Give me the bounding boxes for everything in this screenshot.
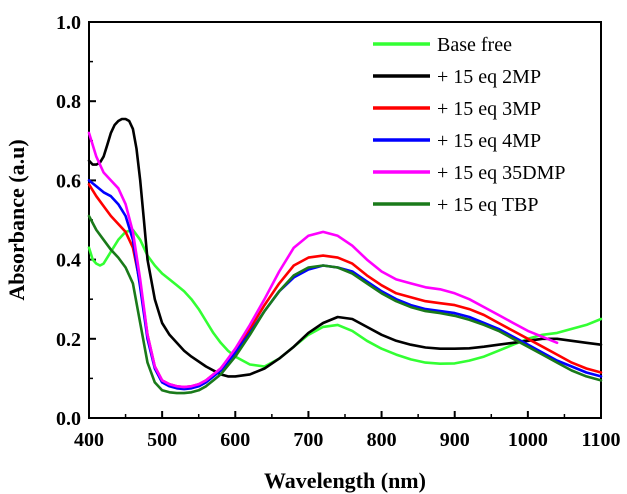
x-tick-label: 400 — [74, 429, 104, 451]
y-tick-label: 0.0 — [56, 408, 81, 430]
x-tick-label: 500 — [147, 429, 177, 451]
x-tick-label: 800 — [367, 429, 397, 451]
legend-label: + 15 eq 4MP — [437, 130, 541, 152]
series-line — [87, 214, 603, 395]
series-lines — [87, 117, 603, 395]
y-tick-label: 0.4 — [56, 250, 81, 272]
y-tick-label: 1.0 — [56, 12, 81, 34]
x-tick-label: 900 — [440, 429, 470, 451]
legend-label: + 15 eq 3MP — [437, 98, 541, 120]
y-tick-label: 0.6 — [56, 170, 81, 192]
x-axis-title: Wavelength (nm) — [264, 468, 426, 493]
legend-label: + 15 eq 2MP — [437, 66, 541, 88]
x-tick-label: 1100 — [582, 429, 621, 451]
x-tick-label: 600 — [220, 429, 250, 451]
series-line — [87, 131, 559, 389]
x-tick-label: 1000 — [508, 429, 548, 451]
y-tick-label: 0.8 — [56, 91, 81, 113]
y-tick-label: 0.2 — [56, 329, 81, 351]
legend-label: + 15 eq 35DMP — [437, 162, 566, 184]
x-tick-label: 700 — [293, 429, 323, 451]
legend-label: + 15 eq TBP — [437, 194, 538, 216]
legend: Base free + 15 eq 2MP + 15 eq 3MP + 15 eq 4… — [373, 34, 566, 216]
legend-label: Base free — [437, 34, 512, 56]
x-axis-ticks: 400 500 600 700 800 900 1000 1100 — [74, 411, 620, 451]
y-axis-ticks: 0.0 0.2 0.4 0.6 0.8 1.0 — [56, 12, 96, 430]
y-axis-title: Absorbance (a.u) — [4, 139, 29, 300]
series-line — [87, 117, 603, 378]
